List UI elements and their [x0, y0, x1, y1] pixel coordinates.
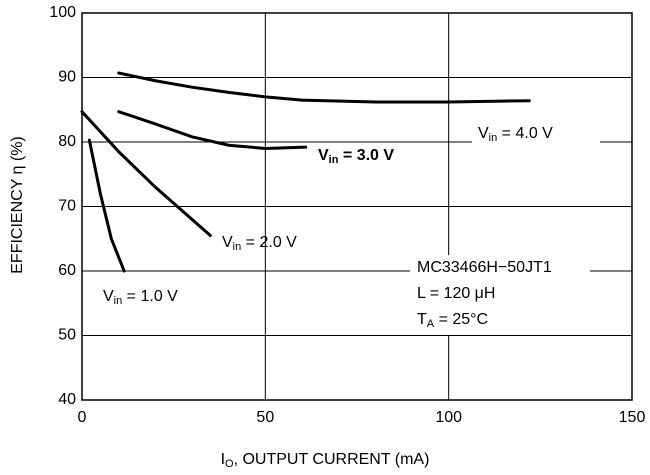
line [80, 110, 212, 238]
series-label: Vin = 2.0 V [222, 234, 297, 253]
y-axis-label: EFFICIENCY η (%) [9, 136, 26, 274]
series-label: Vin = 1.0 V [103, 288, 178, 307]
y-tick-label: 80 [58, 133, 76, 150]
x-tick-label: 50 [256, 409, 274, 426]
plot-frame [81, 12, 633, 401]
label-bg [472, 122, 600, 146]
y-tick-label: 40 [58, 391, 76, 408]
annotation: TA = 25°C [417, 311, 488, 330]
y-tick-label: 90 [58, 69, 76, 86]
annotation-bg [410, 255, 590, 335]
y-tick-label: 50 [58, 327, 76, 344]
series-label: Vin = 4.0 V [478, 125, 553, 144]
line [117, 110, 308, 150]
x-tick-label: 150 [619, 409, 646, 426]
y-tick-label: 70 [58, 198, 76, 215]
y-tick-label: 100 [49, 4, 76, 21]
x-tick-label: 0 [78, 409, 87, 426]
series-label: Vin = 3.0 V [318, 147, 394, 166]
line [87, 138, 126, 273]
annotation: MC33466H−50JT1 [417, 259, 552, 276]
y-tick-label: 60 [58, 262, 76, 279]
line [117, 71, 531, 104]
x-axis-label: IO, OUTPUT CURRENT (mA) [221, 451, 430, 470]
annotation: L = 120 μH [417, 285, 495, 302]
x-tick-label: 100 [435, 409, 462, 426]
